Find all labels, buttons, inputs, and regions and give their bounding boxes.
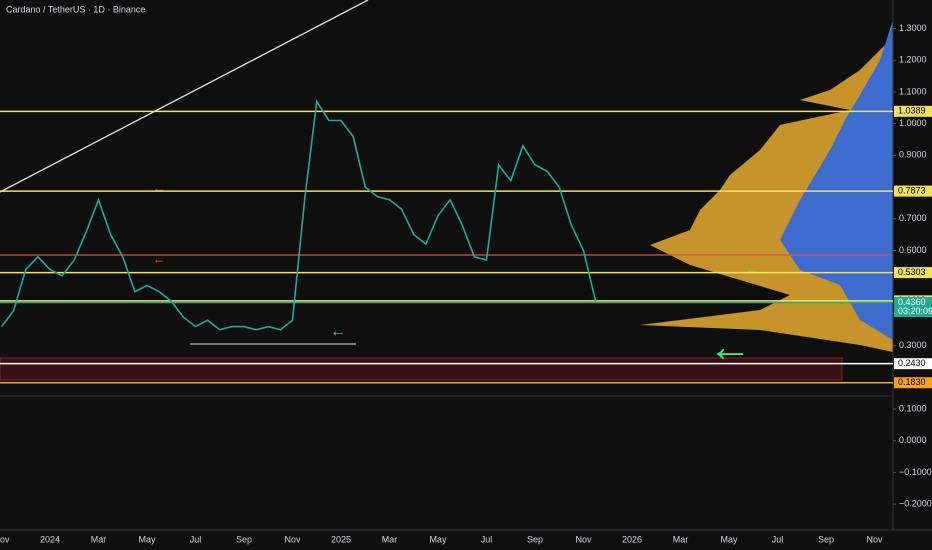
price-tag-label: 1.0389 — [898, 106, 926, 116]
y-tick-label: −0.2000 — [899, 499, 932, 509]
y-tick-label: 1.3000 — [899, 23, 927, 33]
price-tag — [894, 377, 932, 389]
x-tick-label: Nov — [0, 534, 10, 544]
y-tick-label: 1.1000 — [899, 86, 927, 96]
x-tick-label: Jul — [772, 534, 784, 544]
countdown: 03:20:09 — [898, 306, 932, 316]
price-tag — [894, 296, 932, 317]
price-tag-label: 0.2430 — [898, 358, 926, 368]
x-tick-label: Mar — [382, 534, 398, 544]
x-tick-label: Mar — [91, 534, 107, 544]
x-tick-label: Nov — [866, 534, 883, 544]
price-tag-label: 0.7873 — [898, 185, 926, 195]
x-tick-label: Sep — [818, 534, 834, 544]
price-tag — [894, 185, 932, 197]
x-tick-label: Sep — [527, 534, 543, 544]
price-tag — [894, 358, 932, 370]
x-tick-label: 2024 — [40, 534, 60, 544]
y-tick-label: 0.0000 — [899, 435, 927, 445]
y-tick-label: 0.6000 — [899, 245, 927, 255]
x-tick-label: Sep — [236, 534, 252, 544]
price-line — [0, 99, 597, 331]
volume-profile-blue — [780, 20, 893, 340]
x-tick-label: 2026 — [622, 534, 642, 544]
x-tick-label: 2025 — [331, 534, 351, 544]
trend-line — [0, 0, 369, 193]
y-tick-label: 0.1000 — [899, 403, 927, 413]
y-tick-label: 0.9000 — [899, 150, 927, 160]
arrow: ← — [152, 180, 166, 196]
y-tick-label: −0.1000 — [899, 467, 932, 477]
price-tag — [894, 267, 932, 279]
price-tag-label: 0.4360 — [898, 297, 926, 307]
price-tag-label: 0.1830 — [898, 377, 926, 387]
x-tick-label: Nov — [284, 534, 301, 544]
arrow: ← — [330, 323, 346, 340]
x-tick-label: May — [429, 534, 447, 544]
price-tag — [894, 105, 932, 117]
x-tick-label: Mar — [673, 534, 689, 544]
x-tick-label: Jul — [481, 534, 493, 544]
y-tick-label: 0.3000 — [899, 340, 927, 350]
x-tick-label: May — [138, 534, 156, 544]
chart-title: Cardano / TetherUS · 1D · Binance — [6, 4, 145, 14]
y-tick-label: 0.7000 — [899, 213, 927, 223]
price-tag-label: 0.5303 — [898, 267, 926, 277]
y-tick-label: 1.0000 — [899, 118, 927, 128]
x-tick-label: Nov — [575, 534, 592, 544]
y-tick-label: 1.2000 — [899, 55, 927, 65]
arrow: ← — [745, 261, 761, 278]
arrow: ← — [152, 251, 166, 267]
x-tick-label: May — [720, 534, 738, 544]
x-tick-label: Jul — [190, 534, 202, 544]
